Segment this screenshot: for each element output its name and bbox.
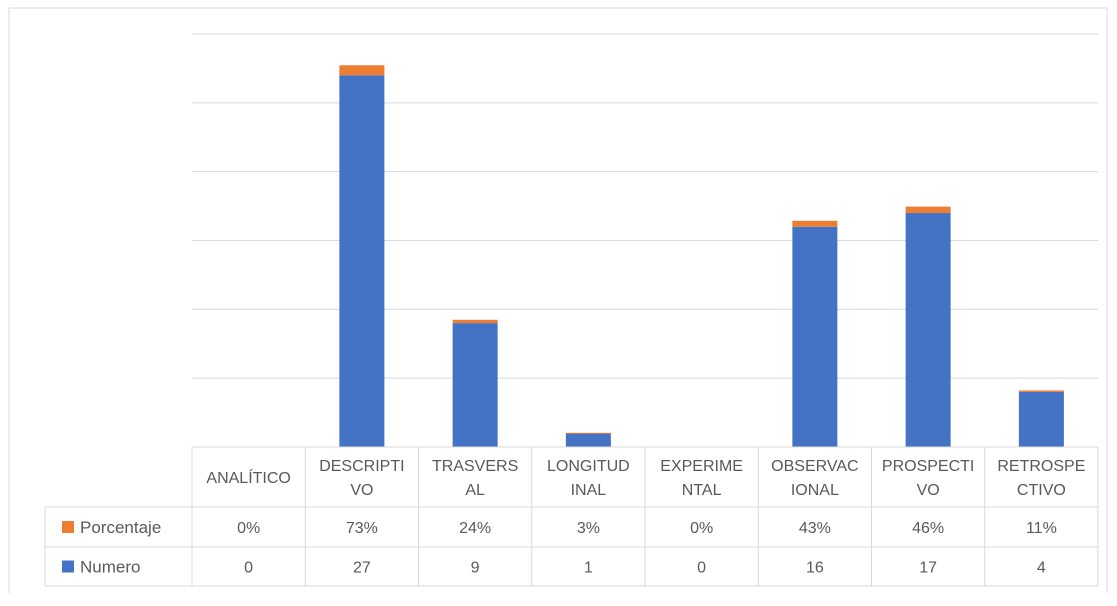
data-table-value: 0 bbox=[244, 560, 253, 577]
category-label: RETROSPE bbox=[997, 458, 1085, 475]
category-label: ANALÍTICO bbox=[206, 468, 290, 487]
category-label: LONGITUD bbox=[547, 458, 630, 475]
data-table-value: 11% bbox=[1026, 520, 1057, 537]
category-label: TRASVERS bbox=[432, 458, 518, 475]
bar-numero bbox=[905, 212, 951, 447]
category-label: DESCRIPTI bbox=[319, 458, 404, 475]
category-label: INAL bbox=[571, 482, 607, 499]
data-table-value: 43% bbox=[799, 520, 831, 537]
category-label: PROSPECTI bbox=[882, 458, 974, 475]
category-label: AL bbox=[465, 482, 485, 499]
category-label: EXPERIME bbox=[660, 458, 743, 475]
data-table-value: 27 bbox=[353, 560, 371, 577]
bar-porcentaje bbox=[565, 432, 611, 434]
data-table-value: 0% bbox=[690, 520, 713, 537]
legend-swatch bbox=[62, 560, 74, 573]
bar-porcentaje bbox=[905, 206, 951, 213]
legend-label: Numero bbox=[80, 558, 140, 577]
data-table-value: 9 bbox=[471, 560, 480, 577]
data-table-value: 46% bbox=[912, 520, 944, 537]
category-label: IONAL bbox=[791, 482, 839, 499]
category-label: CTIVO bbox=[1017, 482, 1066, 499]
bar-porcentaje bbox=[1018, 390, 1064, 392]
bar-porcentaje bbox=[339, 65, 385, 76]
bar-numero bbox=[339, 75, 385, 448]
category-label: NTAL bbox=[682, 482, 722, 499]
data-table-value: 4 bbox=[1037, 560, 1046, 577]
data-table-value: 17 bbox=[919, 560, 937, 577]
bar-numero bbox=[792, 226, 838, 447]
legend-swatch bbox=[62, 521, 74, 533]
data-table-value: 0 bbox=[697, 560, 706, 577]
bar-numero bbox=[1018, 391, 1064, 447]
legend-label: Porcentaje bbox=[80, 518, 161, 537]
data-table-value: 0% bbox=[237, 520, 260, 537]
bar-porcentaje bbox=[792, 220, 838, 227]
data-table-value: 1 bbox=[584, 560, 593, 577]
data-table-value: 73% bbox=[346, 520, 378, 537]
category-label: VO bbox=[917, 482, 940, 499]
category-label: OBSERVAC bbox=[771, 458, 858, 475]
data-table-value: 16 bbox=[806, 560, 824, 577]
bar-porcentaje bbox=[452, 319, 498, 324]
bar-numero bbox=[452, 323, 498, 447]
data-table-value: 3% bbox=[577, 520, 600, 537]
category-label: VO bbox=[350, 482, 373, 499]
bar-numero bbox=[565, 433, 611, 447]
data-table-value: 24% bbox=[459, 520, 491, 537]
